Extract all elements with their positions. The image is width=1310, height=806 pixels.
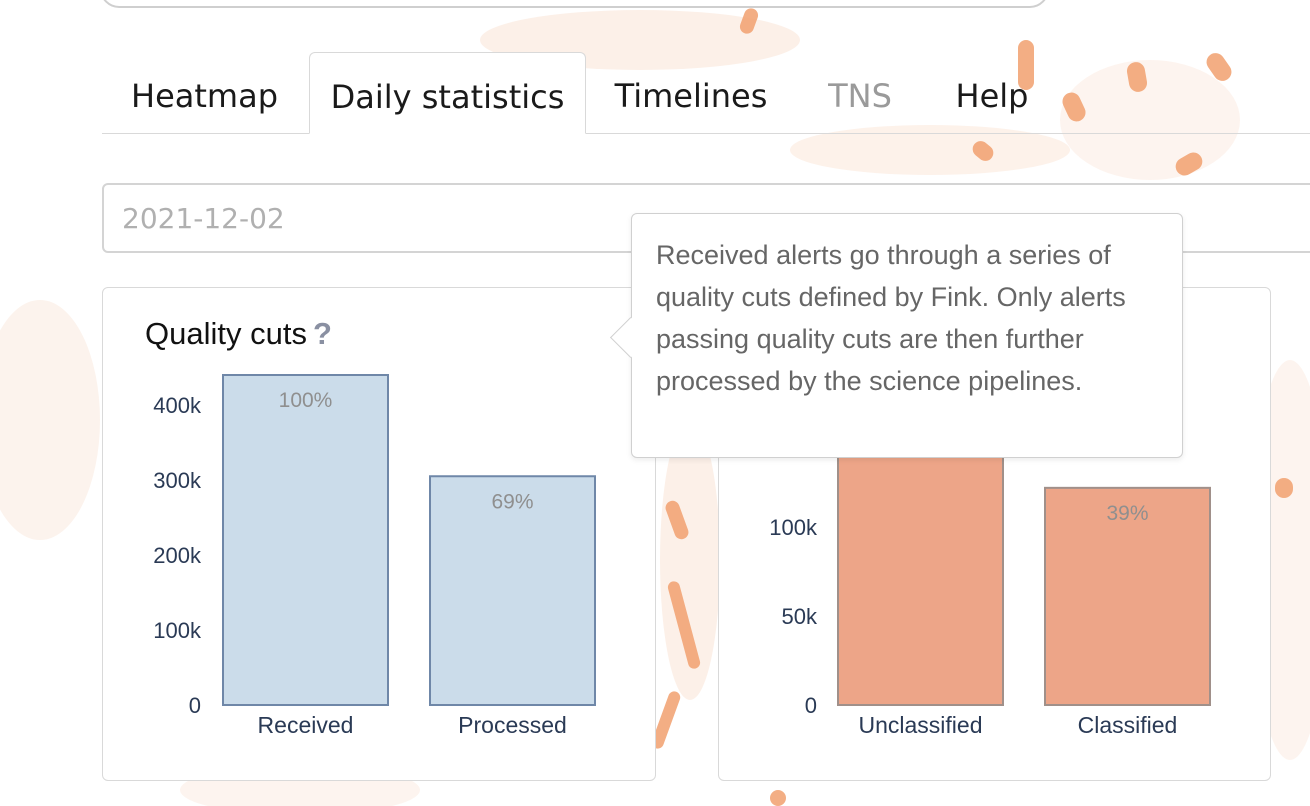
tooltip-text: Received alerts go through a series of q… — [656, 240, 1126, 396]
quality-category-label: Received — [258, 712, 354, 738]
class-bar-classified[interactable] — [1044, 486, 1211, 706]
quality-ytick-label: 200k — [153, 543, 202, 568]
class-ytick-label: 0 — [805, 693, 817, 718]
tab-daily-statistics[interactable]: Daily statistics — [309, 52, 586, 134]
help-tooltip: Received alerts go through a series of q… — [631, 213, 1183, 458]
quality-ytick-label: 100k — [153, 618, 202, 643]
class-category-label: Unclassified — [859, 712, 983, 738]
quality-cuts-card: Quality cuts? 0 100k 200k 300k 400k 100% Recei… — [102, 287, 656, 781]
class-ytick-label: 100k — [769, 515, 818, 540]
quality-ytick-label: 300k — [153, 468, 202, 493]
quality-cuts-chart: 0 100k 200k 300k 400k 100% Received 69% Processe… — [153, 374, 596, 738]
class-category-label: Classified — [1078, 712, 1178, 738]
tab-help[interactable]: Help — [955, 77, 1029, 115]
question-mark-icon[interactable]: ? — [312, 316, 332, 351]
tab-tns: TNS — [828, 77, 892, 115]
tab-bar-divider — [102, 133, 1310, 134]
card-title: Quality cuts? — [145, 316, 332, 352]
quality-bar-received[interactable] — [222, 374, 389, 706]
tab-heatmap[interactable]: Heatmap — [131, 77, 278, 115]
quality-ytick-label: 0 — [189, 693, 201, 718]
class-data-label: 39% — [1106, 502, 1148, 525]
quality-cuts-title: Quality cuts — [145, 316, 307, 351]
quality-ytick-label: 400k — [153, 393, 202, 418]
quality-data-label: 100% — [279, 389, 333, 412]
quality-bar-processed[interactable] — [429, 475, 596, 706]
class-ytick-label: 50k — [782, 604, 818, 629]
tab-bar: Heatmap Daily statistics Timelines TNS H… — [102, 52, 1310, 136]
quality-data-label: 69% — [491, 490, 533, 513]
top-search-field-edge[interactable] — [100, 0, 1049, 8]
quality-category-label: Processed — [458, 712, 567, 738]
tab-timelines[interactable]: Timelines — [614, 77, 768, 115]
